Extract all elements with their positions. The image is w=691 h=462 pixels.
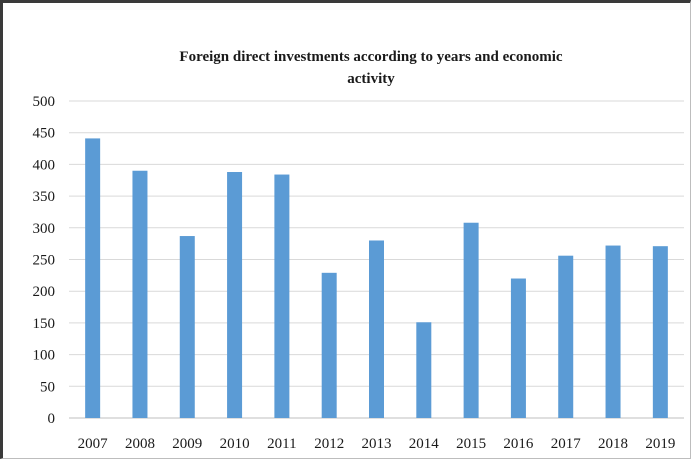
y-tick-label: 100 [33,348,56,364]
x-tick-label: 2015 [456,436,486,452]
x-tick-label: 2014 [409,436,440,452]
bar-2017 [558,255,574,418]
x-tick-label: 2010 [220,436,250,452]
bar-2008 [132,170,148,418]
x-tick-label: 2016 [503,436,534,452]
y-tick-label: 150 [33,316,56,332]
y-axis-ticks: 0 50 100 150 200 250 300 350 400 450 500 [33,94,56,427]
x-tick-label: 2017 [551,436,582,452]
x-tick-label: 2013 [362,436,392,452]
x-axis-ticks: 2007 2008 2009 2010 2011 2012 2013 2014 2015 2016… [78,436,676,452]
x-tick-label: 2007 [78,436,109,452]
y-tick-label: 50 [40,379,55,395]
x-tick-label: 2009 [172,436,202,452]
y-tick-label: 300 [33,221,56,237]
y-tick-label: 400 [33,157,56,173]
x-tick-label: 2008 [125,436,155,452]
bar-2012 [321,272,337,418]
bar-2010 [227,172,243,418]
chart-title-line-1: Foreign direct investments according to … [179,49,562,65]
x-tick-label: 2011 [267,436,296,452]
x-tick-label: 2018 [598,436,628,452]
bar-2015 [463,222,479,418]
bar-2014 [416,322,432,418]
bar-2011 [274,174,290,418]
bar-2016 [510,278,526,418]
bar-chart: Foreign direct investments according to … [33,49,684,452]
bars [85,138,668,418]
bar-2019 [652,246,668,418]
y-tick-label: 350 [33,189,56,205]
bar-2013 [369,240,384,418]
bar-2018 [605,245,621,418]
x-tick-label: 2012 [314,436,344,452]
bar-2009 [179,236,195,418]
bar-2007 [85,138,101,418]
y-tick-label: 500 [33,94,56,110]
y-tick-label: 200 [33,284,56,300]
y-tick-label: 0 [48,411,56,427]
chart-title-line-2: activity [347,71,395,87]
y-tick-label: 250 [33,253,56,269]
y-tick-label: 450 [33,126,56,142]
x-tick-label: 2019 [645,436,675,452]
